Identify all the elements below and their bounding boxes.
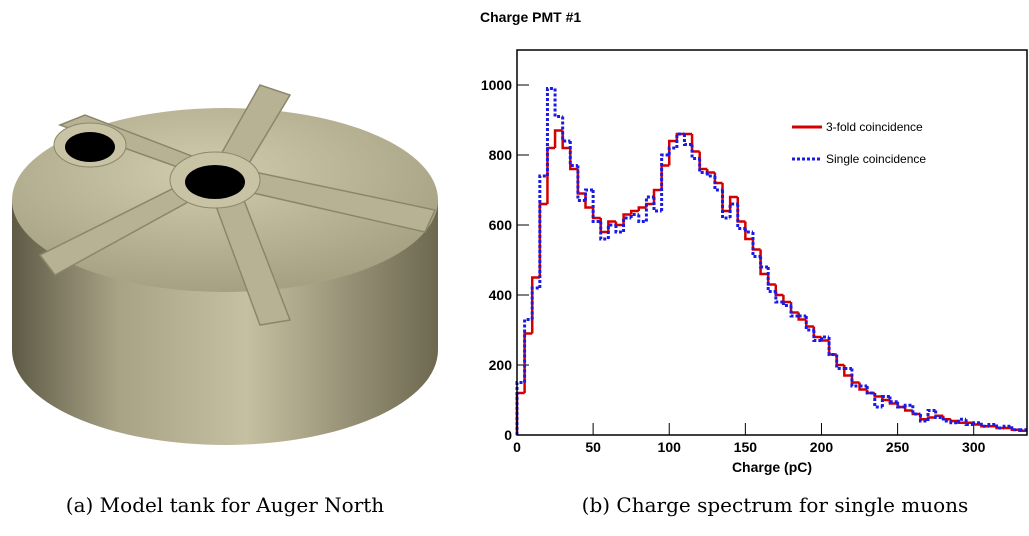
x-tick-label: 50 <box>585 439 601 455</box>
histogram-step <box>629 209 639 215</box>
legend-label: 3-fold coincidence <box>826 120 923 134</box>
histogram-step <box>972 421 982 425</box>
histogram-step <box>819 335 830 341</box>
histogram-step <box>682 134 693 146</box>
plot: 0 200 400 600 800 1000 0 50 100 150 200 250 300 3-fol… <box>481 49 1028 455</box>
histogram-step <box>553 129 563 148</box>
y-tick-label: 600 <box>489 217 513 233</box>
histogram-step <box>926 409 936 421</box>
histogram-step <box>690 134 700 153</box>
histogram-step <box>523 332 533 393</box>
histogram-step <box>911 405 921 416</box>
histogram-step <box>660 153 670 211</box>
histogram-step <box>888 396 898 404</box>
histogram-step <box>721 190 731 220</box>
histogram-step <box>865 386 875 395</box>
histogram-step <box>705 172 715 178</box>
histogram-step <box>622 216 632 232</box>
histogram-step <box>896 401 906 409</box>
x-tick-label: 250 <box>886 439 910 455</box>
histogram-step <box>530 276 540 334</box>
histogram-step <box>568 141 578 167</box>
histogram-step <box>880 395 890 407</box>
histogram-step <box>584 188 594 201</box>
histogram-step <box>827 337 837 356</box>
histogram-step <box>614 225 624 234</box>
histogram-step <box>782 295 792 304</box>
y-tick-label: 400 <box>489 287 513 303</box>
chart-title: Charge PMT #1 <box>480 9 581 25</box>
x-tick-label: 150 <box>734 439 758 455</box>
histogram-step <box>1010 426 1020 432</box>
histogram-step <box>706 169 715 174</box>
caption: (a) Model tank for Auger North <box>66 493 384 517</box>
histogram-step <box>774 291 784 304</box>
histogram-step <box>995 424 1005 430</box>
plot-frame <box>516 49 1028 436</box>
histogram-step <box>553 88 563 118</box>
legend-label: Single coincidence <box>826 152 926 166</box>
histogram-step <box>1002 424 1012 428</box>
histogram-step <box>530 286 540 320</box>
histogram-step <box>987 423 997 427</box>
x-tick-label: 0 <box>513 439 521 455</box>
histogram-step <box>576 165 586 202</box>
y-tick-label: 0 <box>504 427 512 443</box>
histogram-step <box>545 87 556 176</box>
tank-illustration <box>12 84 438 445</box>
histogram-step <box>561 130 571 150</box>
histogram-step <box>789 305 799 318</box>
histogram-step <box>591 190 601 223</box>
histogram-step <box>759 256 769 269</box>
histogram-step <box>774 284 784 297</box>
histogram-step <box>949 421 959 425</box>
histogram-step <box>781 302 792 307</box>
histogram-step <box>850 368 860 388</box>
x-axis-label: Charge (pC) <box>732 459 812 475</box>
histogram-step <box>918 414 929 423</box>
histogram-step <box>637 206 647 211</box>
histogram-step <box>569 148 578 171</box>
histogram-step <box>629 213 639 218</box>
histogram-step <box>888 400 898 405</box>
histogram-step <box>561 116 571 143</box>
y-tick-label: 1000 <box>481 77 512 93</box>
histogram-step <box>667 146 677 155</box>
histogram-step <box>964 419 974 426</box>
histogram-step <box>637 214 647 223</box>
histogram-step <box>850 375 860 384</box>
histogram-step <box>903 403 913 407</box>
histogram-step <box>979 422 989 428</box>
histogram-step <box>956 417 967 423</box>
x-tick-label: 100 <box>658 439 682 455</box>
histogram-step <box>675 132 685 141</box>
histogram-step <box>667 139 677 166</box>
histogram-step <box>523 318 533 383</box>
histogram-step <box>599 221 609 241</box>
histogram-step <box>812 330 822 342</box>
histogram-step <box>743 228 753 234</box>
x-tick-label: 300 <box>962 439 986 455</box>
histogram-step <box>941 417 951 423</box>
y-tick-label: 200 <box>489 357 513 373</box>
caption: (b) Charge spectrum for single muons <box>582 493 969 517</box>
histogram-step <box>538 174 548 288</box>
y-tick-label: 800 <box>489 147 513 163</box>
x-tick-label: 200 <box>810 439 834 455</box>
histogram-step <box>934 410 944 419</box>
